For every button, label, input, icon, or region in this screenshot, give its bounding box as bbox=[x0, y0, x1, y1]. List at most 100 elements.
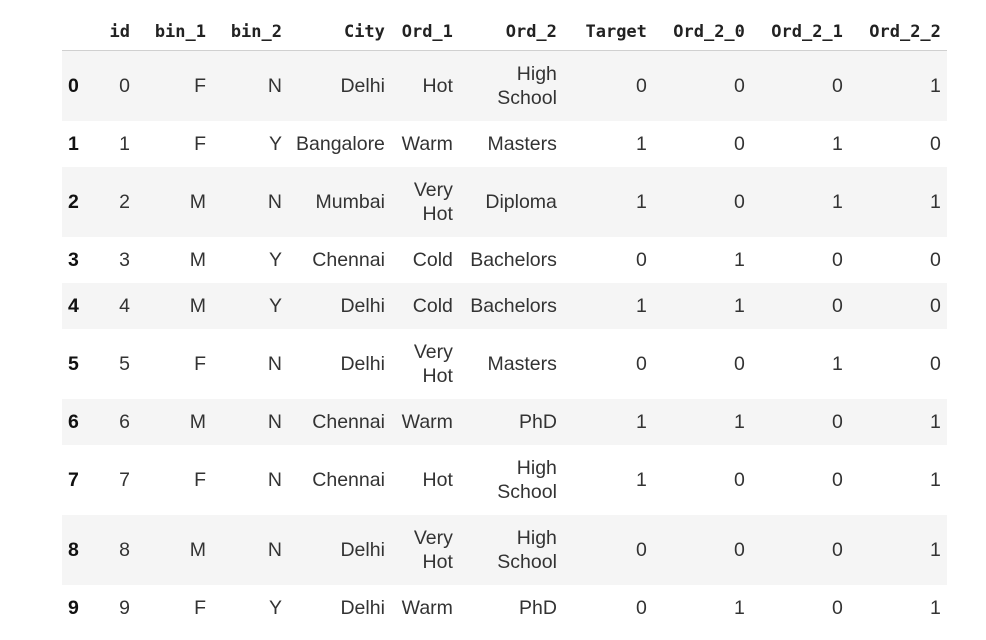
table-cell: Delhi bbox=[340, 597, 385, 619]
table-cell: 0 bbox=[636, 75, 647, 97]
table-row: 2 2 M N Mumbai Very Hot Diploma 1 0 1 1 bbox=[62, 167, 947, 237]
table-cell: 1 bbox=[930, 469, 941, 491]
column-header: City bbox=[288, 14, 391, 51]
table-header: id bin_1 bin_2 City Ord_1 Ord_2 Target O… bbox=[62, 14, 947, 51]
table-cell: Y bbox=[268, 295, 282, 317]
column-header: Ord_2 bbox=[458, 14, 563, 51]
table-cell: Bachelors bbox=[470, 249, 557, 271]
table-cell: PhD bbox=[518, 597, 557, 619]
table-cell: Chennai bbox=[312, 469, 385, 491]
table-cell: 0 bbox=[636, 597, 647, 619]
table-cell: 0 bbox=[832, 469, 843, 491]
table-cell: 0 bbox=[832, 295, 843, 317]
table-cell: N bbox=[267, 411, 282, 433]
column-header: Target bbox=[562, 14, 653, 51]
table-cell: Delhi bbox=[340, 295, 385, 317]
table-cell: Very Hot bbox=[413, 179, 453, 225]
column-header: Ord_2_0 bbox=[652, 14, 751, 51]
table-cell: M bbox=[189, 411, 206, 433]
table-cell: Y bbox=[268, 249, 282, 271]
table-cell: Cold bbox=[412, 249, 453, 271]
table-row: 7 7 F N Chennai Hot High School 1 0 0 1 bbox=[62, 445, 947, 515]
table-row: 9 9 F Y Delhi Warm PhD 0 1 0 1 bbox=[62, 585, 947, 631]
table-row: 3 3 M Y Chennai Cold Bachelors 0 1 0 0 bbox=[62, 237, 947, 283]
table-cell: Chennai bbox=[312, 249, 385, 271]
column-header: Ord_2_2 bbox=[848, 14, 947, 51]
table-cell: N bbox=[267, 469, 282, 491]
row-index: 9 bbox=[68, 596, 79, 619]
index-header bbox=[62, 14, 96, 51]
table-cell: Very Hot bbox=[413, 341, 453, 387]
table-cell: 0 bbox=[832, 411, 843, 433]
column-header: bin_2 bbox=[212, 14, 288, 51]
header-row: id bin_1 bin_2 City Ord_1 Ord_2 Target O… bbox=[62, 14, 947, 51]
row-index: 5 bbox=[68, 352, 79, 375]
table-cell: 0 bbox=[832, 249, 843, 271]
table-cell: Chennai bbox=[312, 411, 385, 433]
table-cell: 0 bbox=[930, 249, 941, 271]
table-cell: Hot bbox=[422, 469, 453, 491]
table-cell: 1 bbox=[636, 133, 647, 155]
table-cell: 1 bbox=[734, 295, 745, 317]
table-cell: 1 bbox=[832, 353, 843, 375]
table-cell: F bbox=[194, 133, 206, 155]
table-cell: M bbox=[189, 539, 206, 561]
column-header: bin_1 bbox=[136, 14, 212, 51]
table-cell: 1 bbox=[930, 75, 941, 97]
table-cell: Warm bbox=[401, 597, 453, 619]
table-cell: F bbox=[194, 353, 206, 375]
table-cell: Delhi bbox=[340, 539, 385, 561]
table-cell: 1 bbox=[636, 411, 647, 433]
table-cell: 1 bbox=[930, 539, 941, 561]
table-cell: Very Hot bbox=[413, 527, 453, 573]
row-index: 7 bbox=[68, 468, 79, 491]
table-cell: 0 bbox=[119, 75, 130, 97]
table-cell: N bbox=[267, 191, 282, 213]
row-index: 3 bbox=[68, 248, 79, 271]
row-index: 1 bbox=[68, 132, 79, 155]
table-row: 4 4 M Y Delhi Cold Bachelors 1 1 0 0 bbox=[62, 283, 947, 329]
table-row: 1 1 F Y Bangalore Warm Masters 1 0 1 0 bbox=[62, 121, 947, 167]
table-cell: 0 bbox=[930, 353, 941, 375]
column-header: id bbox=[96, 14, 136, 51]
table-cell: Bangalore bbox=[296, 133, 385, 155]
table-cell: N bbox=[267, 75, 282, 97]
table-cell: 0 bbox=[734, 469, 745, 491]
dataframe-table: id bin_1 bin_2 City Ord_1 Ord_2 Target O… bbox=[62, 14, 947, 631]
table-cell: 1 bbox=[930, 191, 941, 213]
table-cell: 1 bbox=[734, 411, 745, 433]
table-cell: Delhi bbox=[340, 353, 385, 375]
table-cell: 0 bbox=[734, 75, 745, 97]
table-cell: Diploma bbox=[485, 191, 557, 213]
table-cell: 0 bbox=[832, 597, 843, 619]
row-index: 6 bbox=[68, 410, 79, 433]
table-cell: 0 bbox=[734, 191, 745, 213]
table-cell: 8 bbox=[119, 539, 130, 561]
table-cell: 0 bbox=[930, 295, 941, 317]
table-cell: 1 bbox=[832, 133, 843, 155]
table-cell: M bbox=[189, 249, 206, 271]
table-cell: 0 bbox=[734, 353, 745, 375]
table-cell: High School bbox=[497, 457, 557, 503]
table-cell: M bbox=[189, 295, 206, 317]
column-header: Ord_2_1 bbox=[750, 14, 849, 51]
table-cell: N bbox=[267, 539, 282, 561]
table-cell: PhD bbox=[518, 411, 557, 433]
table-cell: 1 bbox=[832, 191, 843, 213]
table-cell: 6 bbox=[119, 411, 130, 433]
row-index: 2 bbox=[68, 190, 79, 213]
table-cell: 1 bbox=[636, 295, 647, 317]
column-header: Ord_1 bbox=[390, 14, 459, 51]
table-cell: 4 bbox=[119, 295, 130, 317]
table-cell: Mumbai bbox=[315, 191, 385, 213]
table-cell: Masters bbox=[487, 133, 557, 155]
table-cell: 1 bbox=[119, 133, 130, 155]
table-cell: Warm bbox=[401, 133, 453, 155]
table-cell: Bachelors bbox=[470, 295, 557, 317]
table-row: 0 0 F N Delhi Hot High School 0 0 0 1 bbox=[62, 50, 947, 121]
table-cell: 0 bbox=[930, 133, 941, 155]
table-cell: Hot bbox=[422, 75, 453, 97]
row-index: 0 bbox=[68, 74, 79, 97]
table-cell: N bbox=[267, 353, 282, 375]
table-cell: 9 bbox=[119, 597, 130, 619]
